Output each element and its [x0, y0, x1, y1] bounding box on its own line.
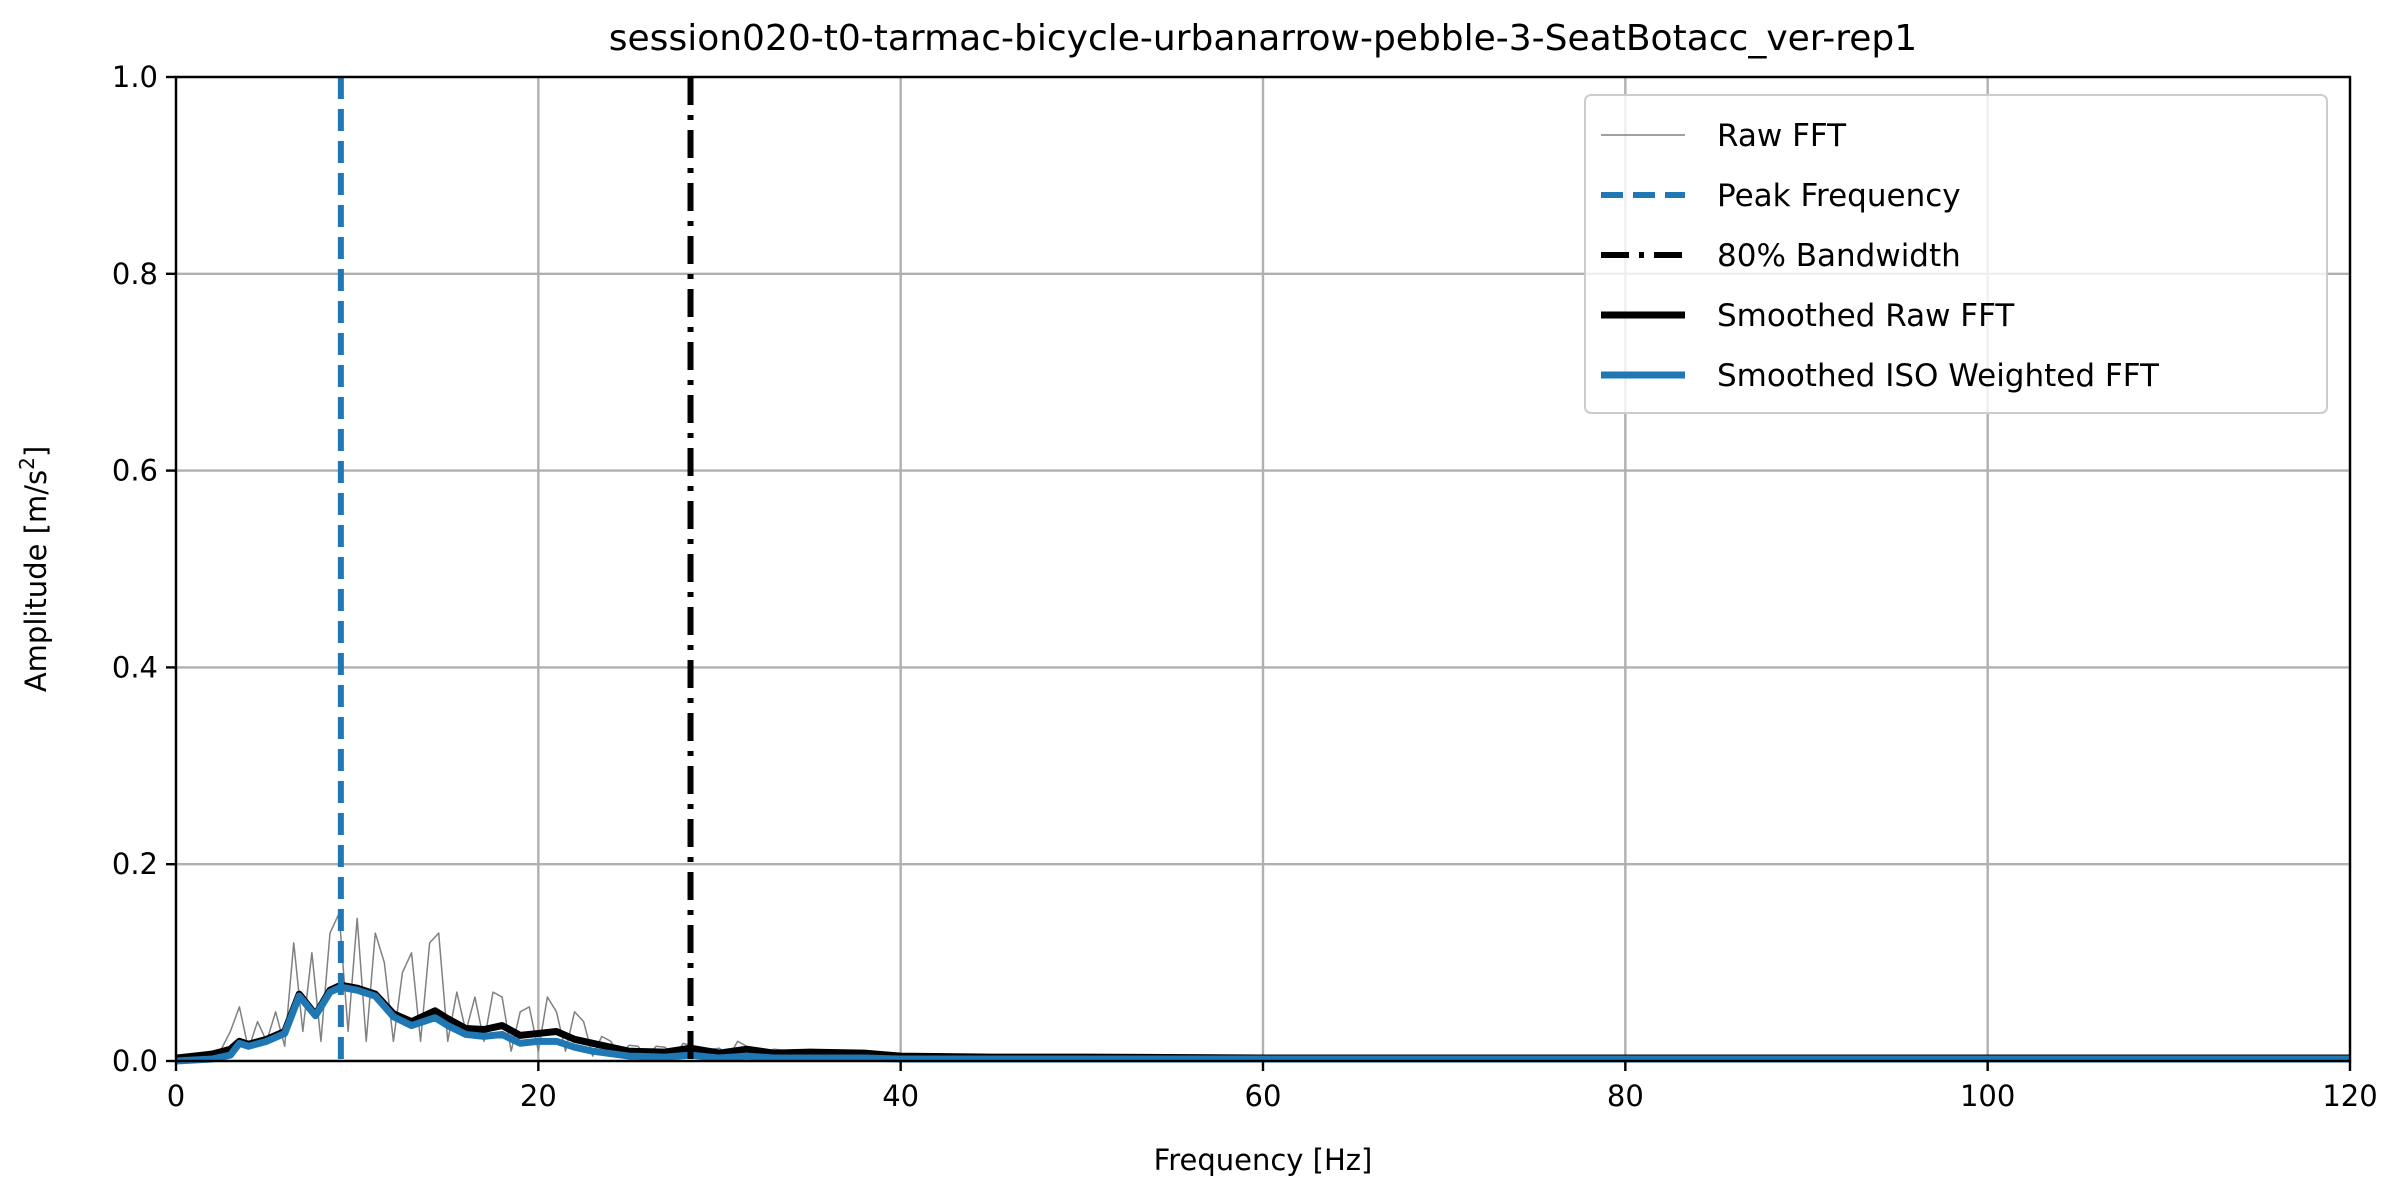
x-tick-label: 60	[1245, 1079, 1282, 1113]
plot-area	[175, 77, 2350, 1065]
y-tick-label: 0.0	[112, 1044, 158, 1078]
x-axis-label: Frequency [Hz]	[1154, 1143, 1373, 1177]
x-tick-label: 100	[1960, 1079, 2015, 1113]
y-axis-label: Amplitude [m/s2]	[15, 446, 53, 692]
x-tick-label: 0	[167, 1079, 185, 1113]
x-tick-label: 20	[520, 1079, 557, 1113]
legend-label: Raw FFT	[1717, 118, 1847, 154]
legend-label: Smoothed Raw FFT	[1717, 298, 2015, 334]
axes: 0 20 40 60 80 100 120 0.0 0.2 0.4 0.6 0.8 1.0	[112, 60, 2378, 1113]
y-axis-label-end: ]	[19, 446, 53, 457]
y-tick-label: 0.6	[112, 454, 158, 488]
axes-frame	[174, 75, 2352, 1063]
chart-title: session020-t0-tarmac-bicycle-urbanarrow-…	[609, 18, 1917, 59]
legend-label: Smoothed ISO Weighted FFT	[1717, 358, 2160, 394]
legend: Raw FFT Peak Frequency 80% Bandwidth Smooth…	[1584, 94, 2328, 414]
x-tick-label: 80	[1607, 1079, 1644, 1113]
x-tick-label: 40	[882, 1079, 919, 1113]
y-axis-label-sup: 2	[15, 457, 39, 470]
y-tick-label: 0.2	[112, 847, 158, 881]
y-tick-label: 1.0	[112, 60, 158, 94]
series-smoothed-iso-weighted-fft	[175, 983, 2350, 1065]
y-tick-label: 0.4	[112, 650, 158, 684]
x-tick-label: 120	[2322, 1079, 2377, 1113]
y-axis-label-base: Amplitude [m/s	[19, 470, 53, 692]
legend-label: Peak Frequency	[1717, 178, 1961, 214]
legend-box	[1584, 94, 2328, 414]
y-tick-label: 0.8	[112, 257, 158, 291]
legend-label: 80% Bandwidth	[1717, 238, 1961, 274]
